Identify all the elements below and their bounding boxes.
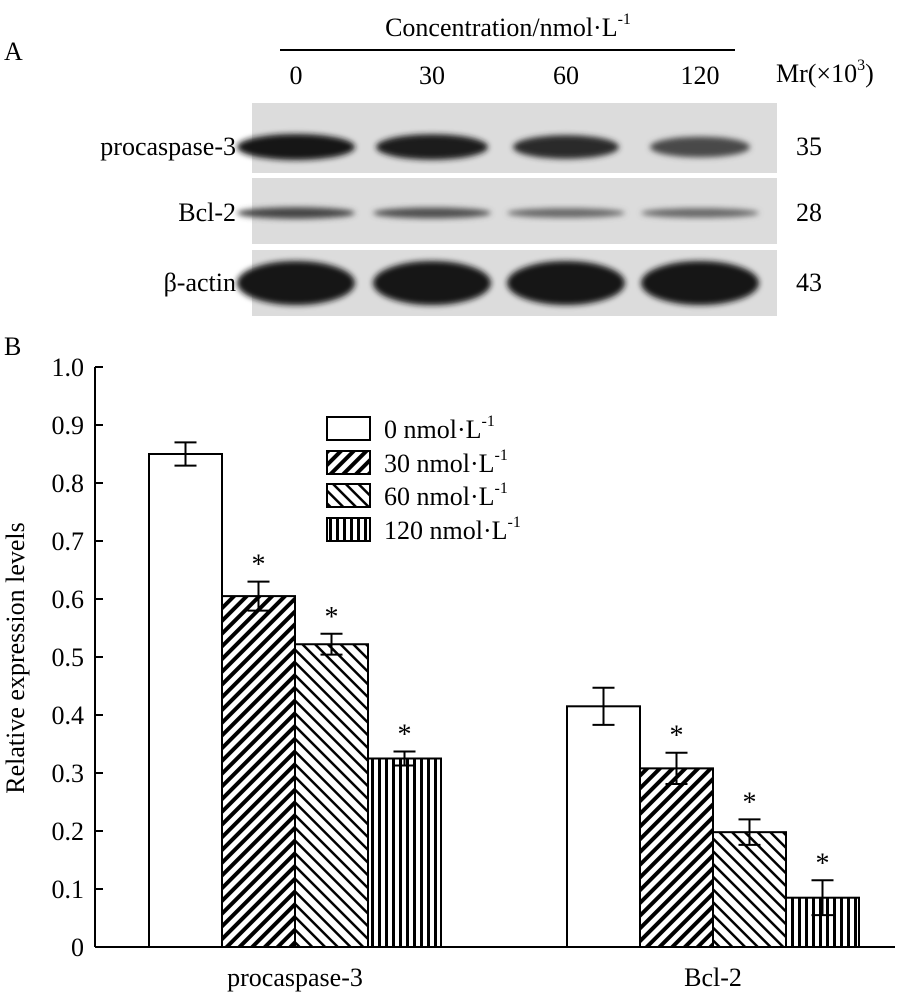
mr-value: 35: [796, 132, 822, 161]
y-tick-label: 0.7: [52, 527, 85, 556]
bar-Bcl-2-60 nmol·L: [713, 832, 786, 947]
x-axis: procaspase-3 Bcl-2: [95, 947, 895, 992]
mr-value: 43: [796, 268, 822, 297]
y-tick-label: 0.1: [52, 875, 85, 904]
y-tick-label: 0.6: [52, 585, 85, 614]
legend-swatch: [327, 417, 370, 440]
band-Bcl-2-60: [507, 208, 625, 218]
lane-labels: 0 30 60 120: [290, 61, 720, 90]
y-tick-label: 0: [71, 933, 84, 962]
blot-row-procaspase-3: procaspase-3 35: [100, 103, 822, 173]
x-category-label: Bcl-2: [684, 963, 742, 992]
legend-swatch: [327, 484, 370, 507]
y-tick-label: 1.0: [52, 353, 85, 382]
panel-a-label: A: [4, 37, 23, 66]
band-β-actin-30: [373, 261, 491, 305]
significance-star: *: [670, 721, 684, 752]
bar-procaspase-3-30 nmol·L: [222, 596, 295, 947]
legend-label: 120 nmol·L-1: [384, 514, 521, 545]
x-category-label: procaspase-3: [227, 963, 363, 992]
y-tick-label: 0.2: [52, 817, 85, 846]
blot-rows: procaspase-3 35 Bcl-2 28 β-actin 43: [100, 103, 822, 316]
blot-row-label: β-actin: [164, 268, 236, 297]
lane-label-120: 120: [681, 61, 720, 90]
band-β-actin-60: [507, 261, 625, 305]
lane-label-0: 0: [290, 61, 303, 90]
legend-item: 60 nmol·L-1: [327, 480, 508, 511]
band-procaspase-3-60: [513, 135, 619, 159]
bar-procaspase-3-120 nmol·L: [368, 759, 441, 948]
band-Bcl-2-0: [237, 207, 355, 218]
y-tick-label: 0.9: [52, 411, 85, 440]
blot-row-label: Bcl-2: [178, 198, 236, 227]
legend-swatch: [327, 451, 370, 474]
legend-label: 30 nmol·L-1: [384, 447, 508, 478]
significance-star: *: [816, 848, 830, 879]
significance-star: *: [743, 787, 757, 818]
bar-Bcl-2-0 nmol·L: [567, 706, 640, 947]
y-axis: 0 0.1 0.2 0.3 0.4 0.5 0.6 0.7 0.8 0.9 1.0: [52, 353, 104, 962]
blot-row-β-actin: β-actin 43: [164, 250, 822, 316]
band-β-actin-120: [641, 261, 759, 305]
y-tick-label: 0.3: [52, 759, 85, 788]
band-Bcl-2-30: [373, 208, 491, 219]
bar-Bcl-2-30 nmol·L: [640, 768, 713, 947]
concentration-title: Concentration/nmol·L-1: [385, 11, 631, 42]
band-procaspase-3-0: [237, 134, 355, 160]
blot-row-label: procaspase-3: [100, 132, 236, 161]
bar-procaspase-3-60 nmol·L: [295, 644, 368, 947]
panel-b-label: B: [4, 332, 21, 361]
legend-item: 120 nmol·L-1: [327, 514, 521, 545]
legend-label: 0 nmol·L-1: [384, 413, 495, 444]
significance-star: *: [325, 602, 339, 633]
significance-star: *: [252, 550, 266, 581]
band-β-actin-0: [237, 261, 355, 305]
band-procaspase-3-30: [376, 134, 488, 159]
y-tick-label: 0.4: [52, 701, 85, 730]
lane-label-30: 30: [419, 61, 445, 90]
legend-swatch: [327, 518, 370, 541]
legend-item: 30 nmol·L-1: [327, 447, 508, 478]
blot-row-Bcl-2: Bcl-2 28: [178, 178, 822, 244]
bar-procaspase-3-0 nmol·L: [149, 454, 222, 947]
legend-item: 0 nmol·L-1: [327, 413, 495, 444]
bar-group-Bcl-2: * * *: [567, 686, 859, 947]
significance-star: *: [398, 720, 412, 751]
band-Bcl-2-120: [641, 208, 759, 218]
lane-label-60: 60: [553, 61, 579, 90]
band-procaspase-3-120: [650, 137, 750, 158]
y-tick-label: 0.5: [52, 643, 85, 672]
mr-value: 28: [796, 198, 822, 227]
legend-label: 60 nmol·L-1: [384, 480, 508, 511]
y-axis-label: Relative expression levels: [1, 522, 30, 793]
mr-header: Mr(×103): [776, 57, 874, 88]
y-tick-label: 0.8: [52, 469, 85, 498]
